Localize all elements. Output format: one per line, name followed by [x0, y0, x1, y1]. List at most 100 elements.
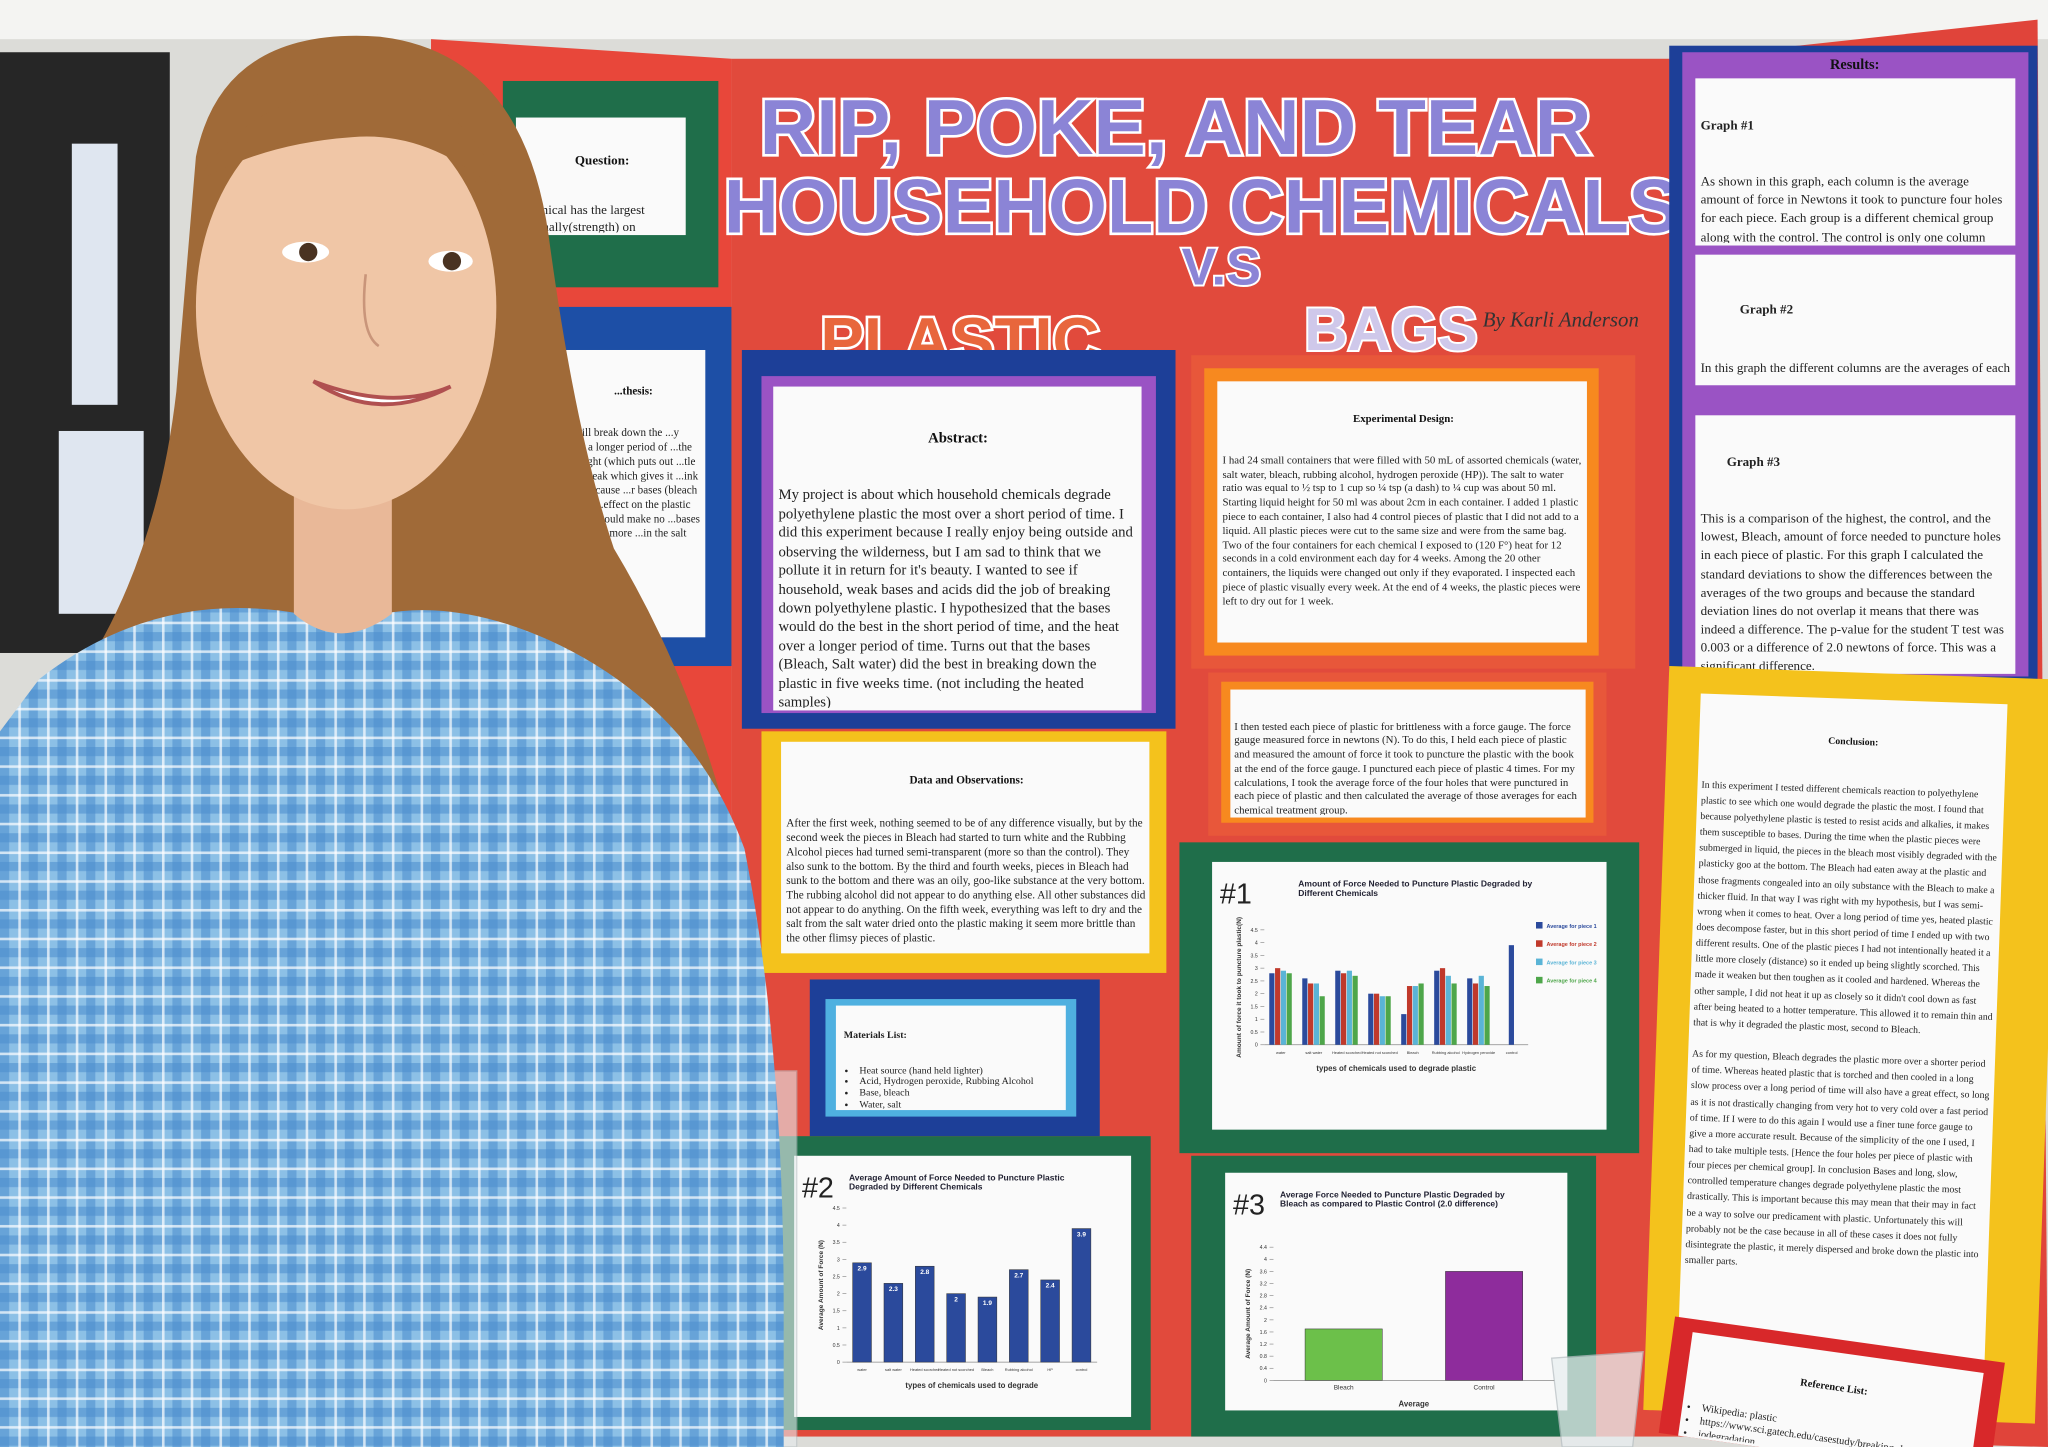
materials-box: Materials List: Heat source (hand held l… — [844, 1008, 1063, 1110]
panel-paper — [773, 386, 1142, 711]
y-tick-label: 1.6 — [1260, 1330, 1267, 1336]
bar — [1313, 983, 1319, 1045]
bar — [1478, 975, 1484, 1045]
shirt — [0, 607, 784, 1447]
bar — [1379, 996, 1385, 1045]
y-tick-label: 4 — [1255, 941, 1258, 947]
value-label: 2.9 — [858, 1266, 867, 1273]
bar — [1439, 968, 1446, 1045]
x-tick-label: Rubbing alcohol — [1432, 1050, 1460, 1055]
value-label: 2.4 — [1046, 1283, 1055, 1290]
question-heading: Question: — [574, 153, 630, 168]
graph-heading: Graph #2 — [1739, 302, 1794, 318]
bar — [1040, 1279, 1060, 1363]
x-tick-label: HP — [1047, 1367, 1053, 1372]
bar — [977, 1296, 998, 1363]
hypothesis-heading: ...thesis: — [614, 383, 653, 397]
value-label: 2.3 — [889, 1286, 898, 1293]
procedure-text: I then tested each piece of plastic for … — [1234, 720, 1580, 815]
byline: By Karli Anderson — [1483, 307, 1639, 331]
bar — [1304, 1328, 1383, 1381]
title-line: RIP, POKE, AND TEAR — [760, 83, 1592, 171]
y-tick-label: 3 — [837, 1257, 840, 1263]
observations-heading: Data and Observations: — [909, 773, 1024, 787]
bar — [1286, 973, 1292, 1045]
charts: #1 Amount of Force Needed to Puncture Pla… — [802, 879, 1598, 1409]
chart-number: #3 — [1233, 1190, 1265, 1222]
bar — [1269, 973, 1275, 1045]
panel-paper — [1678, 1332, 1984, 1447]
panel-paper — [1677, 693, 2008, 1383]
observations-box: Data and Observations: After the first w… — [786, 773, 1146, 945]
x-axis-label: types of chemicals used to degrade plast… — [1316, 1064, 1476, 1073]
y-tick-label: 2.5 — [833, 1274, 840, 1280]
list-item: Base, bleach — [859, 1087, 1063, 1099]
x-tick-label: Rubbing alcohol — [1005, 1367, 1033, 1372]
face — [195, 104, 497, 510]
design-heading: Experimental Design: — [1353, 412, 1454, 424]
conclusion-heading: Conclusion: — [1828, 734, 1879, 749]
x-tick-label: Bleach — [1407, 1050, 1419, 1055]
bar — [1275, 968, 1281, 1045]
bar — [1451, 983, 1457, 1045]
graph1-notes: Graph #1 As shown in this graph, each co… — [1701, 119, 2003, 243]
y-tick-label: 0.5 — [1251, 1030, 1258, 1036]
x-tick-label: Bleach — [1334, 1385, 1354, 1392]
bar — [1472, 983, 1479, 1045]
x-tick-label: water — [1276, 1050, 1286, 1055]
bar — [883, 1283, 904, 1363]
y-tick-label: 0.5 — [833, 1343, 840, 1349]
chart-title-text: Average Amount of Force Needed to Punctu… — [848, 1174, 1065, 1193]
y-tick-label: 2.4 — [1260, 1306, 1267, 1312]
legend-label: Average for piece 2 — [1546, 942, 1596, 948]
y-axis-label: Amount of force it took to puncture plas… — [1236, 917, 1243, 1058]
value-label: 2 — [954, 1296, 958, 1303]
neck — [293, 496, 392, 634]
chart-number: #2 — [802, 1173, 834, 1205]
x-tick-label: Control — [1474, 1385, 1496, 1392]
title-bags: BAGS — [1304, 296, 1478, 363]
conclusion-box: Conclusion: In this experiment I tested … — [1685, 734, 1997, 1267]
legend-swatch — [1536, 958, 1543, 966]
y-tick-label: 4 — [1264, 1257, 1267, 1263]
hair-fringe — [195, 89, 503, 196]
x-tick-label: Heated scorched — [1332, 1050, 1362, 1055]
bar — [1346, 970, 1352, 1045]
chart-title: Amount of Force Needed to Puncture Plast… — [1298, 880, 1532, 898]
smile — [312, 379, 452, 407]
bar — [1009, 1269, 1029, 1363]
nose — [362, 274, 380, 348]
question-box: Question: ...emical has the largest ...e… — [522, 153, 644, 233]
y-tick-label: 0 — [1255, 1043, 1258, 1049]
bar — [1308, 983, 1314, 1045]
panel-paper — [1695, 78, 2016, 246]
y-tick-label: 2 — [1264, 1318, 1267, 1324]
observations-text: After the first week, nothing seemed to … — [786, 816, 1146, 945]
value-label: 3.9 — [1077, 1231, 1086, 1238]
bar — [1352, 975, 1358, 1045]
bar — [1385, 996, 1391, 1045]
bar — [946, 1293, 966, 1363]
value-label: 2.8 — [920, 1269, 929, 1276]
procedure-box: I then tested each piece of plastic for … — [1234, 720, 1580, 815]
legend-label: Average for piece 4 — [1546, 979, 1597, 985]
bar — [1368, 993, 1374, 1045]
panel-paper — [1695, 254, 2016, 386]
y-tick-label: 0 — [1264, 1378, 1267, 1384]
y-tick-label: 3.5 — [833, 1240, 840, 1246]
y-tick-label: 4.5 — [833, 1206, 840, 1212]
chart-title-text: Average Force Needed to Puncture Plastic… — [1280, 1191, 1505, 1210]
other-paper — [71, 143, 118, 405]
materials-heading: Materials List: — [843, 1029, 907, 1042]
graph-heading: Graph #3 — [1726, 456, 1781, 471]
y-tick-label: 4.5 — [1251, 928, 1258, 934]
legend-swatch — [1536, 976, 1543, 984]
value-label: 1.9 — [983, 1300, 992, 1307]
bar — [1434, 970, 1440, 1045]
bar — [1071, 1228, 1092, 1363]
bar — [1319, 996, 1325, 1045]
panel-paper — [835, 1005, 1066, 1111]
list-item: Acid, Hydrogen peroxide, Rubbing Alcohol — [859, 1076, 1063, 1088]
